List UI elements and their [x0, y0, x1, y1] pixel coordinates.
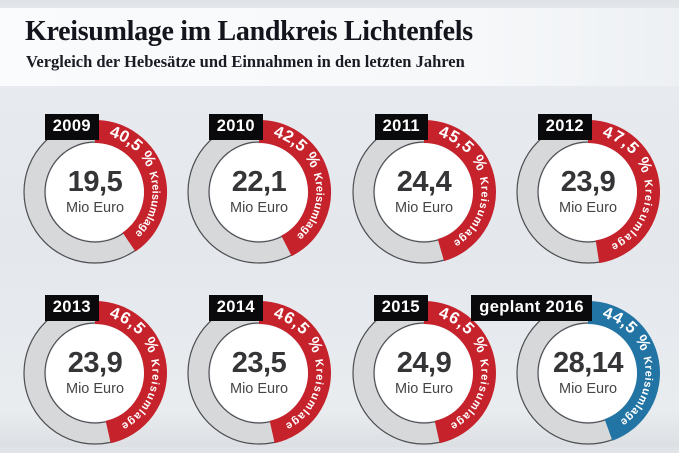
donut-geplant-2016: 44,5 % Kreisumlage geplant 2016 28,14 Mio Eu… — [471, 293, 668, 453]
header-band — [0, 8, 679, 86]
year-badge: 2012 — [537, 114, 592, 140]
year-badge: 2015 — [373, 295, 428, 321]
donut-2010: 42,5 % Kreisumlage 2010 22,1 Mio Euro — [179, 112, 339, 272]
donut-center-disc — [375, 143, 473, 241]
year-badge: 2014 — [208, 295, 263, 321]
donut-center-disc — [375, 324, 473, 422]
percent-arc — [423, 301, 496, 444]
donut-center-disc — [210, 324, 308, 422]
percent-arc — [258, 301, 331, 444]
donut-2011: 45,5 % Kreisumlage 2011 24,4 Mio Euro — [344, 112, 504, 272]
donut-ring-chart: 44,5 % Kreisumlage — [516, 301, 660, 445]
year-badge: 2009 — [44, 114, 99, 140]
year-badge: 2013 — [44, 295, 99, 321]
page-subtitle: Vergleich der Hebesätze und Einnahmen in… — [26, 52, 465, 71]
donut-center-disc — [46, 324, 144, 422]
year-badge: geplant 2016 — [471, 295, 592, 321]
donut-2013: 46,5 % Kreisumlage 2013 23,9 Mio Euro — [15, 293, 175, 453]
percent-arc — [587, 120, 660, 264]
donut-2015: 46,5 % Kreisumlage 2015 24,9 Mio Euro — [344, 293, 504, 453]
donut-2009: 40,5 % Kreisumlage 2009 19,5 Mio Euro — [15, 112, 175, 272]
year-badge: 2011 — [374, 114, 428, 140]
donut-ring-chart: 46,5 % Kreisumlage — [352, 301, 496, 445]
donut-2014: 46,5 % Kreisumlage 2014 23,5 Mio Euro — [179, 293, 339, 453]
donut-center-disc — [46, 143, 144, 241]
donut-center-disc — [210, 143, 308, 241]
percent-arc — [423, 120, 496, 262]
percent-arc — [587, 301, 660, 441]
percent-arc — [94, 301, 167, 444]
year-badge: 2010 — [208, 114, 263, 140]
donut-ring-chart: 42,5 % Kreisumlage — [187, 120, 331, 264]
page-title: Kreisumlage im Landkreis Lichtenfels — [25, 16, 473, 47]
donut-ring-chart: 46,5 % Kreisumlage — [187, 301, 331, 445]
percent-arc — [94, 120, 167, 252]
donut-center-disc — [539, 324, 637, 422]
percent-arc — [258, 120, 331, 257]
donut-center-disc — [539, 143, 637, 241]
donut-2012: 47,5 % Kreisumlage 2012 23,9 Mio Euro — [508, 112, 668, 272]
